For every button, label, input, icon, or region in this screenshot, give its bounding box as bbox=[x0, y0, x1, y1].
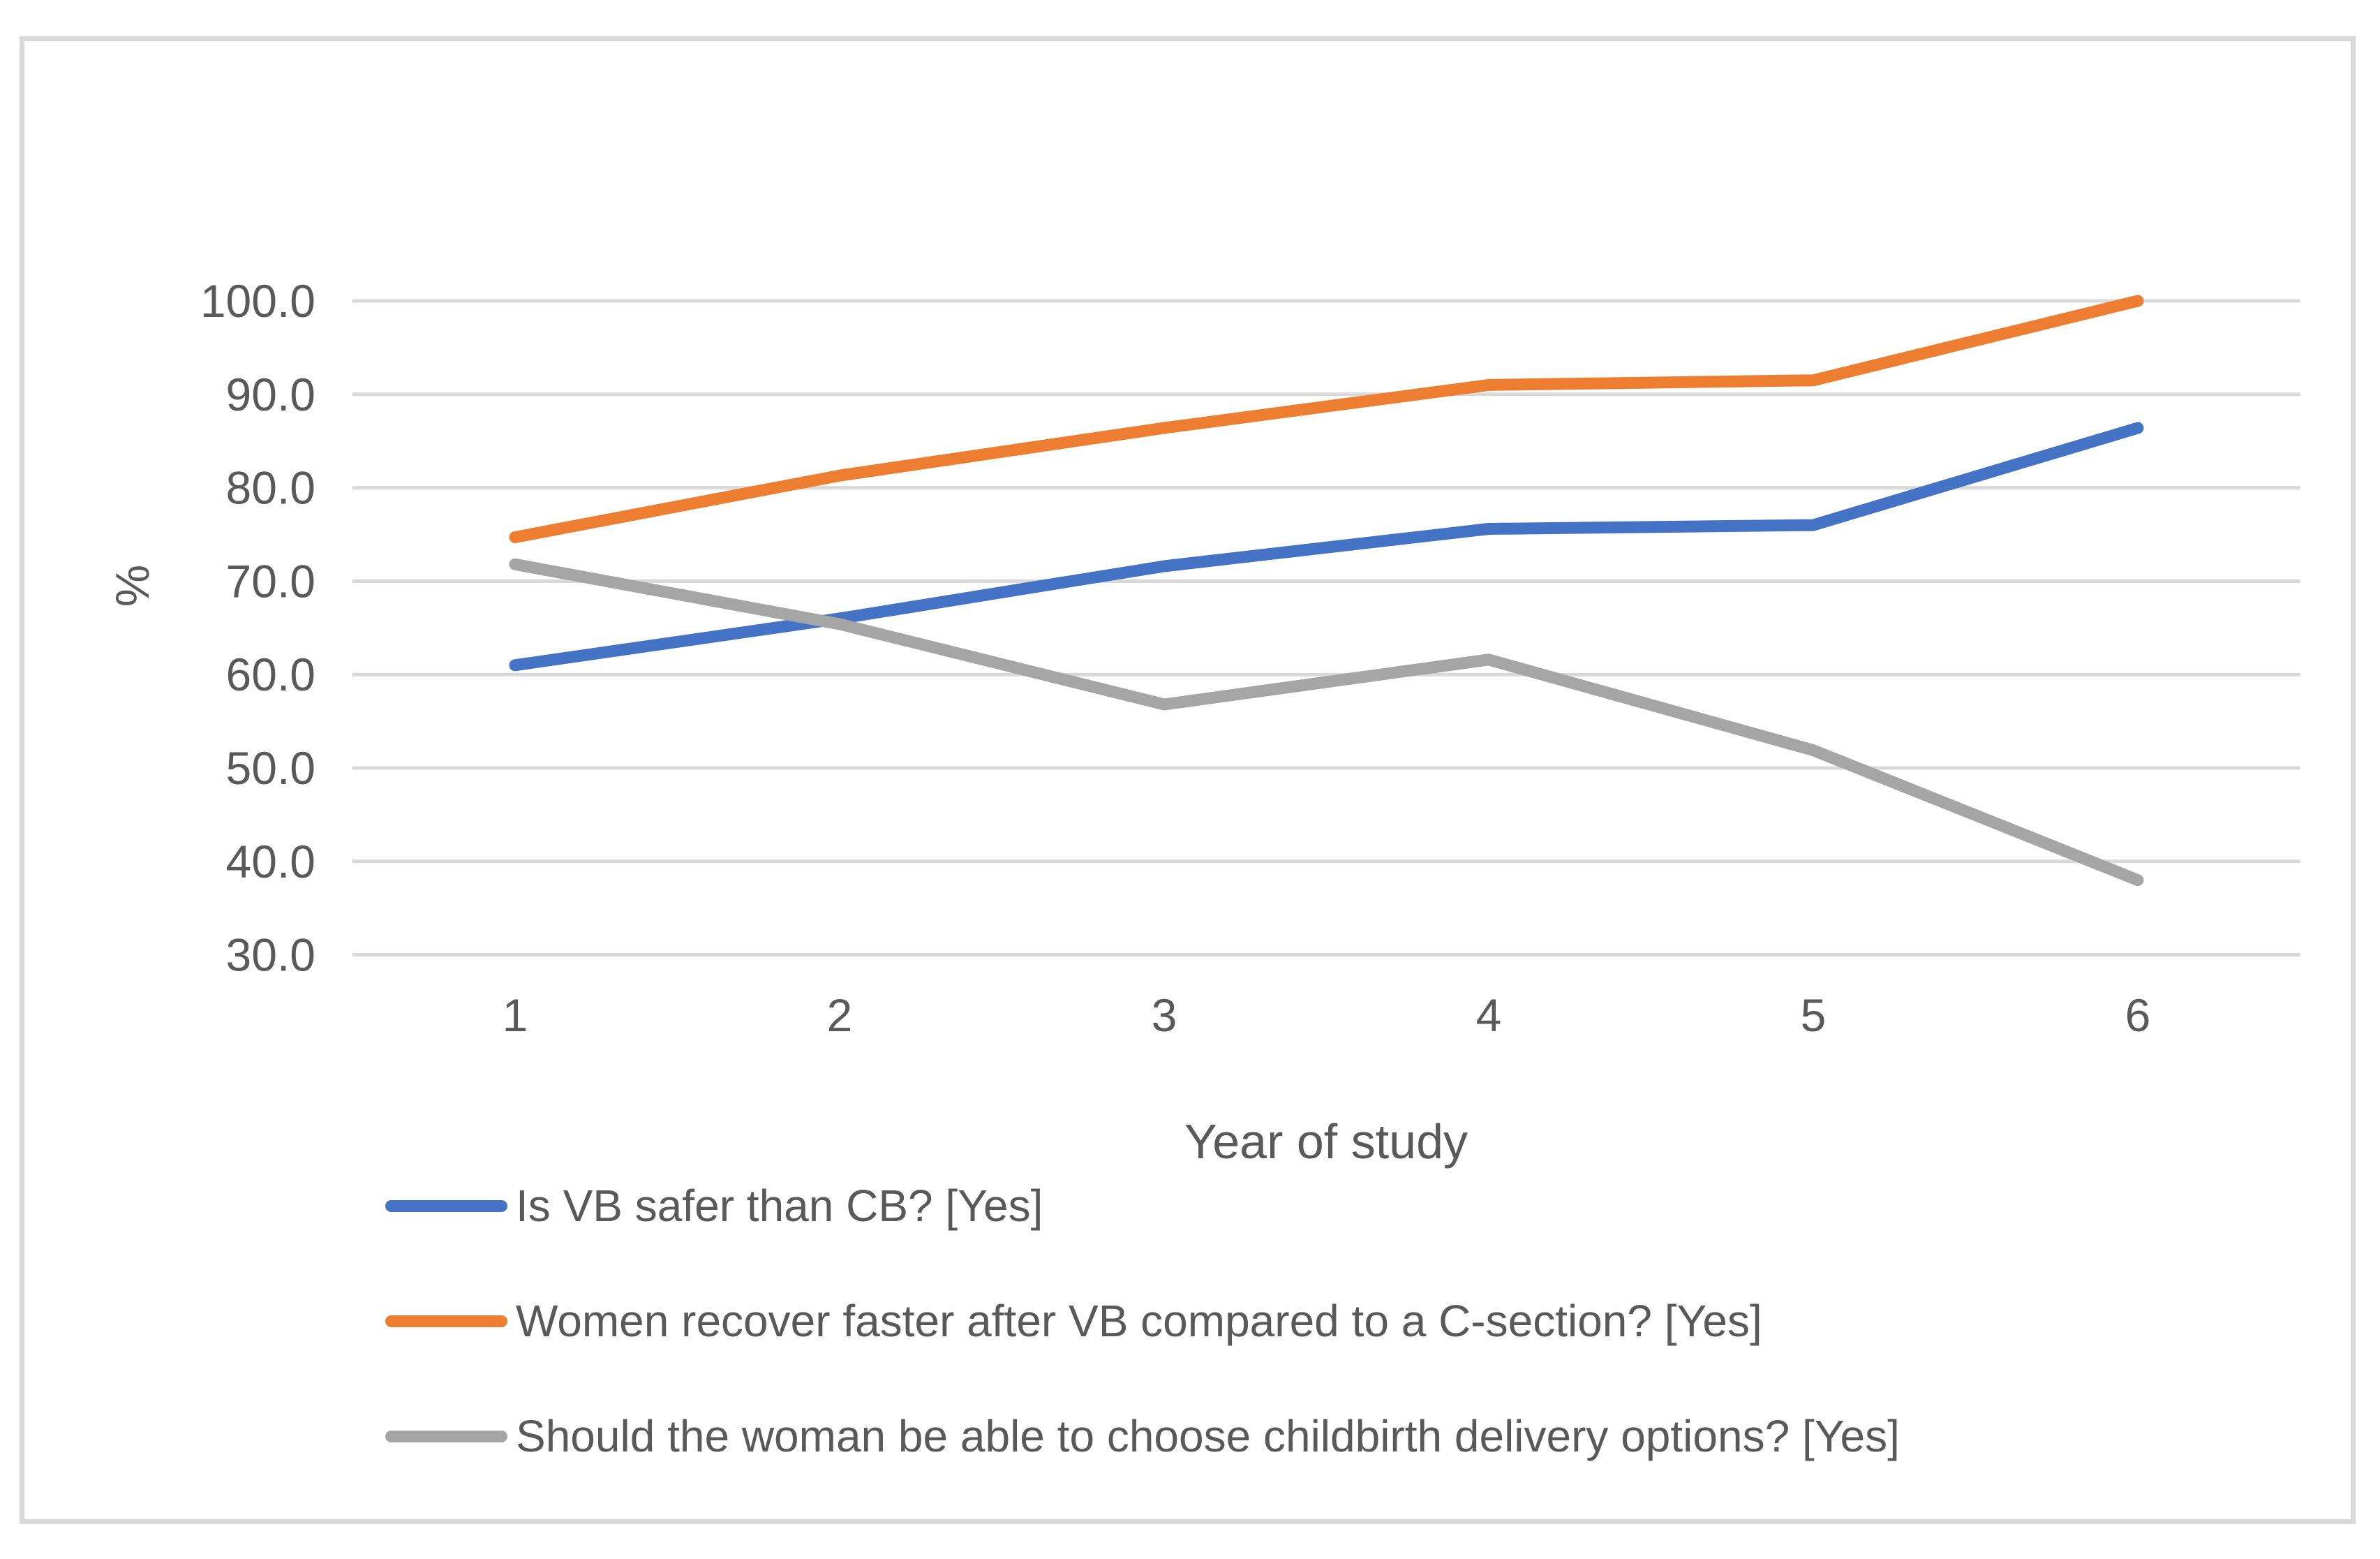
x-tick-label: 1 bbox=[503, 989, 528, 1041]
y-tick-label: 80.0 bbox=[226, 462, 315, 514]
legend-line-swatch-blue bbox=[385, 1199, 507, 1212]
x-tick-label: 6 bbox=[2125, 989, 2151, 1041]
y-axis-title: % bbox=[106, 564, 159, 607]
y-tick-label: 60.0 bbox=[226, 649, 315, 700]
x-tick-label: 3 bbox=[1152, 989, 1177, 1041]
y-tick-label: 100.0 bbox=[200, 275, 315, 327]
y-tick-label: 70.0 bbox=[226, 555, 315, 607]
chart-border-frame bbox=[20, 36, 2356, 1524]
chart-legend: Is VB safer than CB? [Yes] Women recover… bbox=[385, 1159, 1900, 1505]
data-series-line bbox=[509, 295, 2144, 543]
legend-line-swatch-gray bbox=[385, 1430, 507, 1442]
y-tick-label: 40.0 bbox=[226, 836, 315, 887]
x-tick-label: 2 bbox=[827, 989, 853, 1041]
legend-label: Should the woman be able to choose child… bbox=[516, 1411, 1900, 1461]
y-tick-label: 90.0 bbox=[226, 369, 315, 420]
legend-line-swatch-orange bbox=[385, 1315, 507, 1327]
legend-label: Women recover faster after VB compared t… bbox=[516, 1296, 1762, 1346]
legend-item: Women recover faster after VB compared t… bbox=[385, 1274, 1900, 1368]
x-axis-title: Year of study bbox=[1184, 1114, 1468, 1169]
data-series-line bbox=[509, 558, 2144, 887]
x-tick-label: 4 bbox=[1476, 989, 1502, 1041]
data-series-line bbox=[509, 422, 2144, 672]
legend-item: Should the woman be able to choose child… bbox=[385, 1389, 1900, 1483]
x-tick-label: 5 bbox=[1801, 989, 1827, 1041]
legend-item: Is VB safer than CB? [Yes] bbox=[385, 1159, 1900, 1253]
y-tick-label: 30.0 bbox=[226, 929, 315, 981]
legend-label: Is VB safer than CB? [Yes] bbox=[516, 1181, 1043, 1231]
y-tick-label: 50.0 bbox=[226, 742, 315, 794]
